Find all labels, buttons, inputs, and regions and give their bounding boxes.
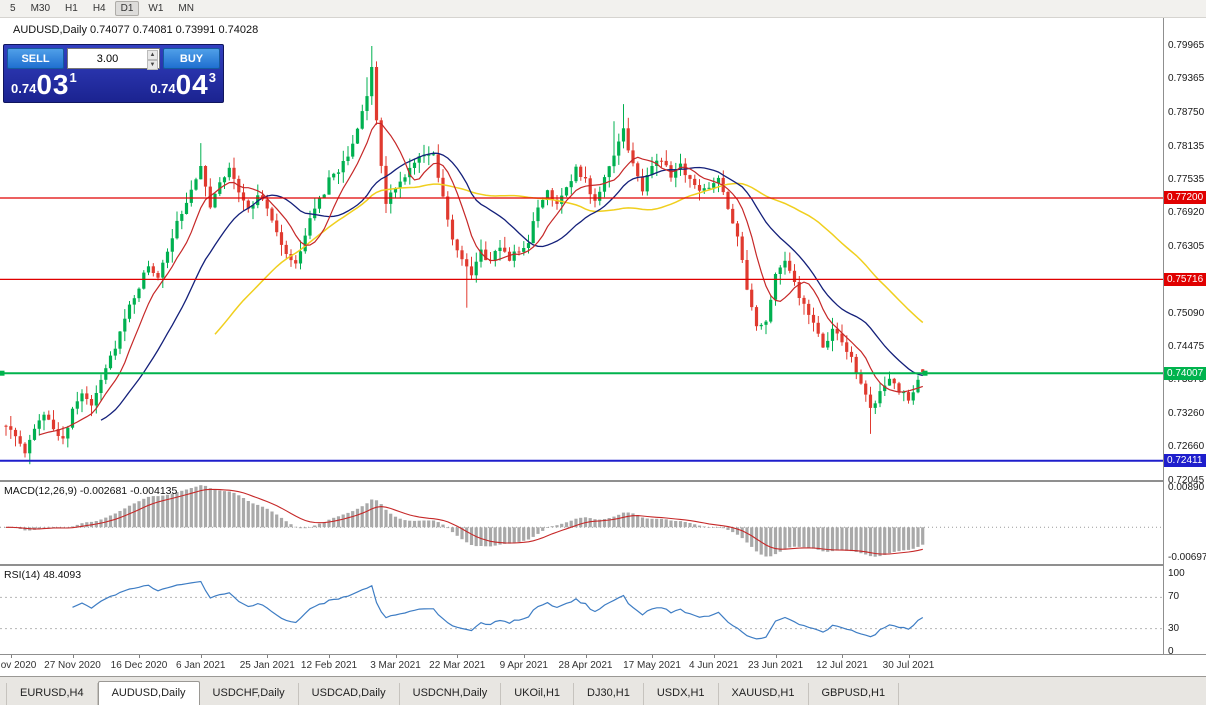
chart-tab-audusd[interactable]: AUDUSD,Daily <box>97 681 200 705</box>
chart-tab-ukoil[interactable]: UKOil,H1 <box>501 683 575 705</box>
price-axis-label: 0.76920 <box>1168 207 1205 219</box>
time-axis-tick <box>395 655 397 658</box>
macd-chart[interactable] <box>0 482 1163 564</box>
chart-tab-usdcad[interactable]: USDCAD,Daily <box>298 683 400 705</box>
macd-axis-label: -0.00697 <box>1168 552 1206 563</box>
chart-tab-bar: EURUSD,H4 AUDUSD,Daily USDCHF,Daily USDCAD,… <box>0 676 1206 705</box>
chart-tab-usdcnh[interactable]: USDCNH,Daily <box>399 683 502 705</box>
time-axis-label: 30 Jul 2021 <box>882 660 935 671</box>
period-button-h4[interactable]: H4 <box>92 3 106 14</box>
chart-tab-dj30[interactable]: DJ30,H1 <box>574 683 644 705</box>
period-button-m30[interactable]: M30 <box>30 3 51 14</box>
sell-price: 0.74 03 1 <box>11 69 77 100</box>
price-chart[interactable] <box>0 18 1163 480</box>
time-axis-label: 9 Apr 2021 <box>499 660 548 671</box>
price-tag: 0.74007 <box>1164 366 1206 380</box>
rsi-axis-label: 70 <box>1168 591 1180 603</box>
price-axis-label: 0.72045 <box>1168 474 1205 486</box>
time-axis-tick <box>329 655 330 658</box>
time-axis-tick <box>267 655 269 658</box>
time-axis-tick <box>842 655 843 658</box>
chart-tab-gbpusd[interactable]: GBPUSD,H1 <box>808 683 900 705</box>
time-axis-tick <box>200 655 202 658</box>
time-axis-tick <box>72 655 74 658</box>
time-axis-tick <box>585 655 587 658</box>
time-axis-label: 3 Mar 2021 <box>370 660 421 671</box>
price-axis-label: 0.75090 <box>1168 307 1205 319</box>
time-axis-label: 17 May 2021 <box>623 660 681 671</box>
price-axis-label: 0.73875 <box>1168 374 1205 386</box>
pane-separator[interactable] <box>0 564 1206 566</box>
buy-price: 0.74 04 3 <box>150 69 216 100</box>
macd-axis-label: 0.00890 <box>1168 482 1205 493</box>
time-axis-tick <box>523 655 525 658</box>
time-axis-tick <box>457 655 459 658</box>
rsi-chart[interactable] <box>0 566 1163 654</box>
volume-field: ▲ ▼ <box>67 48 160 70</box>
price-axis-label: 0.78135 <box>1168 140 1205 152</box>
volume-input[interactable] <box>68 49 159 68</box>
chart-title: AUDUSD,Daily 0.74077 0.74081 0.73991 0.7… <box>13 24 259 36</box>
time-axis[interactable]: 9 Nov 2020 27 Nov 2020 16 Dec 2020 6 Jan 20… <box>0 654 1206 676</box>
price-axis[interactable]: 0.79965 0.79365 0.78750 0.78135 0.77535 0.769… <box>1163 18 1206 657</box>
time-axis-tick <box>139 655 140 658</box>
period-button-mn[interactable]: MN <box>178 3 194 14</box>
rsi-label: RSI(14) 48.4093 <box>4 569 82 581</box>
time-axis-label: 12 Jul 2021 <box>816 660 868 671</box>
price-axis-label: 0.78750 <box>1168 106 1205 118</box>
time-axis-label: 23 Jun 2021 <box>747 660 804 671</box>
chart-tab-usdchf[interactable]: USDCHF,Daily <box>199 683 299 705</box>
volume-increase-button[interactable]: ▲ <box>147 50 158 60</box>
pane-separator[interactable] <box>0 480 1206 482</box>
period-button-5[interactable]: 5 <box>10 3 16 14</box>
time-axis-label: 16 Dec 2020 <box>110 660 168 671</box>
price-axis-label: 0.73260 <box>1168 408 1205 420</box>
rsi-indicator-pane: RSI(14) 48.4093 <box>0 566 1163 654</box>
main-chart-pane: AUDUSD,Daily 0.74077 0.74081 0.73991 0.7… <box>0 18 1163 480</box>
price-axis-label: 0.74475 <box>1168 341 1205 353</box>
price-axis-label: 0.79365 <box>1168 73 1205 85</box>
period-button-h1[interactable]: H1 <box>65 3 78 14</box>
price-axis-label: 0.72660 <box>1168 441 1205 453</box>
chart-tab-usdx[interactable]: USDX,H1 <box>643 683 719 705</box>
time-axis-tick <box>908 655 910 658</box>
price-axis-label: 0.76305 <box>1168 241 1205 253</box>
price-tag: 0.75716 <box>1164 272 1206 286</box>
time-axis-label: 4 Jun 2021 <box>689 660 739 671</box>
period-button-d1[interactable]: D1 <box>114 1 140 16</box>
price-tag: 0.72411 <box>1164 454 1206 468</box>
price-axis-label: 0.79965 <box>1168 40 1205 52</box>
time-axis-label: 27 Nov 2020 <box>44 660 101 671</box>
volume-decrease-button[interactable]: ▼ <box>147 60 158 70</box>
time-axis-tick <box>775 655 777 658</box>
time-axis-label: 12 Feb 2021 <box>300 660 358 671</box>
time-axis-label: 9 Nov 2020 <box>0 660 37 671</box>
rsi-axis-label: 30 <box>1168 622 1180 634</box>
time-axis-tick <box>713 655 715 658</box>
sell-button[interactable]: SELL <box>7 48 64 69</box>
period-toolbar: 5 M30 H1 H4 D1 W1 MN <box>0 0 1206 18</box>
rsi-axis-label: 100 <box>1168 568 1185 579</box>
rsi-axis-label: 0 <box>1168 646 1174 657</box>
macd-indicator-pane: MACD(12,26,9) -0.002681 -0.004135 <box>0 482 1163 564</box>
time-axis-label: 28 Apr 2021 <box>558 660 613 671</box>
time-axis-label: 25 Jan 2021 <box>239 660 295 671</box>
chart-tab-xauusd[interactable]: XAUUSD,H1 <box>718 683 809 705</box>
buy-button[interactable]: BUY <box>163 48 220 69</box>
time-axis-tick <box>10 655 12 658</box>
time-axis-label: 22 Mar 2021 <box>429 660 486 671</box>
time-axis-label: 6 Jan 2021 <box>176 660 226 671</box>
period-button-w1[interactable]: W1 <box>148 3 164 14</box>
price-tag: 0.77200 <box>1164 191 1206 205</box>
price-axis-label: 0.77535 <box>1168 173 1205 185</box>
chart-tab-eurusd[interactable]: EURUSD,H4 <box>6 683 98 705</box>
macd-label: MACD(12,26,9) -0.002681 -0.004135 <box>4 485 178 497</box>
time-axis-tick <box>652 655 653 658</box>
